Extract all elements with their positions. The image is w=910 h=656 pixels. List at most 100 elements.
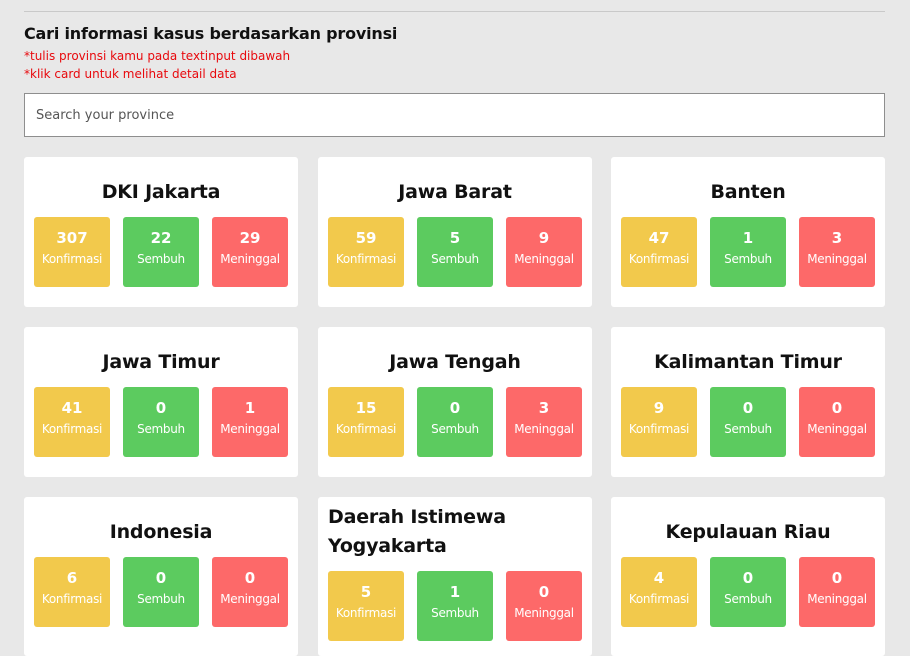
recovered-box: 5 Sembuh bbox=[417, 217, 493, 287]
recovered-label: Sembuh bbox=[724, 422, 772, 436]
province-card-banten[interactable]: Banten 47 Konfirmasi 1 Sembuh 3 Meninggal bbox=[611, 157, 885, 307]
province-card-kalimantan-timur[interactable]: Kalimantan Timur 9 Konfirmasi 0 Sembuh 0 Me… bbox=[611, 327, 885, 477]
confirmed-box: 6 Konfirmasi bbox=[34, 557, 110, 627]
died-count: 29 bbox=[239, 229, 261, 247]
confirmed-count: 41 bbox=[61, 399, 83, 417]
died-count: 3 bbox=[538, 399, 550, 417]
died-label: Meninggal bbox=[514, 606, 574, 620]
died-label: Meninggal bbox=[514, 422, 574, 436]
recovered-label: Sembuh bbox=[137, 252, 185, 266]
card-title: Jawa Tengah bbox=[389, 351, 521, 373]
card-title: Kalimantan Timur bbox=[654, 351, 842, 373]
died-box: 0 Meninggal bbox=[799, 557, 875, 627]
died-label: Meninggal bbox=[807, 422, 867, 436]
confirmed-label: Konfirmasi bbox=[41, 592, 103, 606]
recovered-box: 1 Sembuh bbox=[710, 217, 786, 287]
confirmed-count: 4 bbox=[653, 569, 665, 587]
card-stats: 5 Konfirmasi 1 Sembuh 0 Meninggal bbox=[328, 571, 582, 641]
died-box: 0 Meninggal bbox=[212, 557, 288, 627]
province-card-jawa-tengah[interactable]: Jawa Tengah 15 Konfirmasi 0 Sembuh 3 Mening… bbox=[318, 327, 592, 477]
confirmed-label: Konfirmasi bbox=[41, 422, 103, 436]
confirmed-label: Konfirmasi bbox=[335, 252, 397, 266]
confirmed-label: Konfirmasi bbox=[628, 592, 690, 606]
died-label: Meninggal bbox=[220, 422, 280, 436]
card-stats: 15 Konfirmasi 0 Sembuh 3 Meninggal bbox=[328, 387, 582, 457]
confirmed-label: Konfirmasi bbox=[628, 422, 690, 436]
died-label: Meninggal bbox=[514, 252, 574, 266]
confirmed-box: 15 Konfirmasi bbox=[328, 387, 404, 457]
province-card-indonesia[interactable]: Indonesia 6 Konfirmasi 0 Sembuh 0 Meninggal bbox=[24, 497, 298, 656]
confirmed-box: 5 Konfirmasi bbox=[328, 571, 404, 641]
confirmed-count: 9 bbox=[653, 399, 665, 417]
confirmed-label: Konfirmasi bbox=[335, 422, 397, 436]
recovered-count: 0 bbox=[449, 399, 461, 417]
instruction-note-search: *tulis provinsi kamu pada textinput diba… bbox=[24, 49, 291, 63]
card-stats: 47 Konfirmasi 1 Sembuh 3 Meninggal bbox=[621, 217, 875, 287]
died-count: 9 bbox=[538, 229, 550, 247]
died-count: 0 bbox=[244, 569, 256, 587]
confirmed-count: 59 bbox=[355, 229, 377, 247]
card-title: Jawa Barat bbox=[398, 181, 512, 203]
died-box: 9 Meninggal bbox=[506, 217, 582, 287]
confirmed-box: 4 Konfirmasi bbox=[621, 557, 697, 627]
card-title: Indonesia bbox=[109, 521, 213, 543]
province-card-dki-jakarta[interactable]: DKI Jakarta 307 Konfirmasi 22 Sembuh 29 Men… bbox=[24, 157, 298, 307]
recovered-box: 0 Sembuh bbox=[710, 387, 786, 457]
card-stats: 9 Konfirmasi 0 Sembuh 0 Meninggal bbox=[621, 387, 875, 457]
card-stats: 307 Konfirmasi 22 Sembuh 29 Meninggal bbox=[34, 217, 288, 287]
confirmed-count: 307 bbox=[56, 229, 88, 247]
province-card-kepulauan-riau[interactable]: Kepulauan Riau 4 Konfirmasi 0 Sembuh 0 Meni… bbox=[611, 497, 885, 656]
recovered-box: 1 Sembuh bbox=[417, 571, 493, 641]
province-card-jawa-barat[interactable]: Jawa Barat 59 Konfirmasi 5 Sembuh 9 Meningg… bbox=[318, 157, 592, 307]
died-box: 3 Meninggal bbox=[506, 387, 582, 457]
confirmed-label: Konfirmasi bbox=[628, 252, 690, 266]
died-label: Meninggal bbox=[807, 592, 867, 606]
top-divider bbox=[24, 11, 885, 12]
page-title: Cari informasi kasus berdasarkan provins… bbox=[24, 24, 398, 43]
recovered-label: Sembuh bbox=[724, 252, 772, 266]
province-card-jawa-timur[interactable]: Jawa Timur 41 Konfirmasi 0 Sembuh 1 Meningg… bbox=[24, 327, 298, 477]
confirmed-box: 307 Konfirmasi bbox=[34, 217, 110, 287]
card-stats: 4 Konfirmasi 0 Sembuh 0 Meninggal bbox=[621, 557, 875, 627]
province-card-daerah-istimewa-yogyakarta[interactable]: Daerah Istimewa Yogyakarta 5 Konfirmasi 1… bbox=[318, 497, 592, 656]
recovered-count: 1 bbox=[742, 229, 754, 247]
died-label: Meninggal bbox=[220, 592, 280, 606]
recovered-count: 0 bbox=[742, 399, 754, 417]
confirmed-box: 41 Konfirmasi bbox=[34, 387, 110, 457]
confirmed-box: 47 Konfirmasi bbox=[621, 217, 697, 287]
recovered-box: 22 Sembuh bbox=[123, 217, 199, 287]
confirmed-box: 59 Konfirmasi bbox=[328, 217, 404, 287]
recovered-box: 0 Sembuh bbox=[417, 387, 493, 457]
confirmed-label: Konfirmasi bbox=[41, 252, 103, 266]
died-box: 0 Meninggal bbox=[799, 387, 875, 457]
card-stats: 59 Konfirmasi 5 Sembuh 9 Meninggal bbox=[328, 217, 582, 287]
province-search-input[interactable] bbox=[24, 93, 885, 137]
recovered-label: Sembuh bbox=[137, 592, 185, 606]
card-stats: 6 Konfirmasi 0 Sembuh 0 Meninggal bbox=[34, 557, 288, 627]
died-box: 0 Meninggal bbox=[506, 571, 582, 641]
recovered-count: 1 bbox=[449, 583, 461, 601]
card-title: Kepulauan Riau bbox=[665, 521, 831, 543]
card-title: Daerah Istimewa Yogyakarta bbox=[328, 506, 506, 557]
recovered-count: 22 bbox=[150, 229, 172, 247]
card-title: Jawa Timur bbox=[102, 351, 220, 373]
card-title: Banten bbox=[710, 181, 786, 203]
died-count: 3 bbox=[831, 229, 843, 247]
confirmed-count: 47 bbox=[648, 229, 670, 247]
recovered-count: 5 bbox=[449, 229, 461, 247]
confirmed-count: 15 bbox=[355, 399, 377, 417]
died-box: 3 Meninggal bbox=[799, 217, 875, 287]
died-count: 0 bbox=[831, 399, 843, 417]
instruction-note-card: *klik card untuk melihat detail data bbox=[24, 67, 237, 81]
recovered-label: Sembuh bbox=[431, 606, 479, 620]
recovered-label: Sembuh bbox=[137, 422, 185, 436]
confirmed-count: 6 bbox=[66, 569, 78, 587]
confirmed-box: 9 Konfirmasi bbox=[621, 387, 697, 457]
recovered-box: 0 Sembuh bbox=[123, 557, 199, 627]
recovered-box: 0 Sembuh bbox=[710, 557, 786, 627]
died-count: 1 bbox=[244, 399, 256, 417]
confirmed-label: Konfirmasi bbox=[335, 606, 397, 620]
died-box: 1 Meninggal bbox=[212, 387, 288, 457]
card-title: DKI Jakarta bbox=[101, 181, 221, 203]
card-stats: 41 Konfirmasi 0 Sembuh 1 Meninggal bbox=[34, 387, 288, 457]
